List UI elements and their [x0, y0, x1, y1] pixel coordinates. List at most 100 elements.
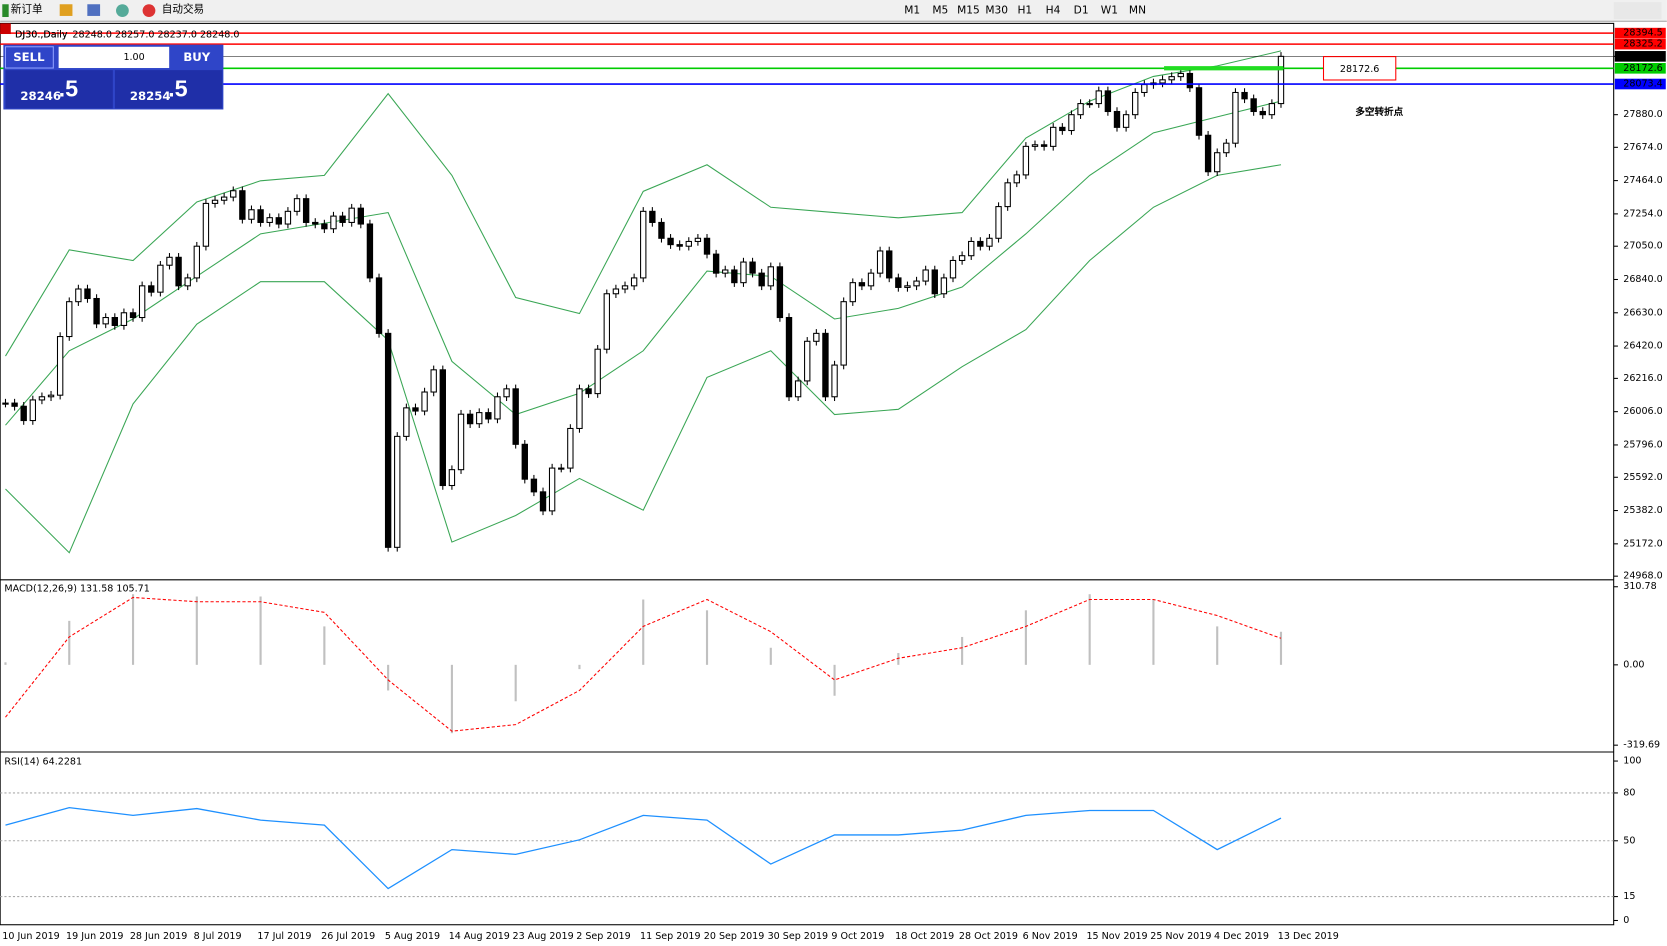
candle — [1141, 84, 1148, 94]
buy-box[interactable] — [114, 70, 223, 109]
candle — [120, 312, 128, 326]
x-tick-label: 4 Dec 2019 — [1214, 931, 1269, 942]
candle — [740, 261, 747, 284]
sell-button[interactable] — [4, 46, 54, 69]
lots-input[interactable] — [58, 46, 170, 69]
candle — [412, 407, 419, 412]
candle — [968, 240, 975, 257]
sell-box[interactable] — [5, 70, 113, 109]
macd-bar — [195, 596, 198, 665]
candle — [239, 190, 246, 220]
panel-title: DJ30.,Daily — [15, 30, 68, 41]
y-tick-label: 25382.0 — [1623, 505, 1662, 516]
macd-bar — [769, 647, 772, 665]
candle — [166, 256, 173, 266]
candle — [202, 202, 210, 247]
y-tick-label: 27674.0 — [1623, 142, 1662, 153]
panel-title: MACD(12,26,9) 131.58 105.71 — [4, 583, 149, 594]
icon — [116, 4, 129, 18]
candle — [1214, 152, 1221, 173]
y-tick-label: 15 — [1623, 891, 1635, 902]
x-tick-label: 10 Jun 2019 — [2, 931, 59, 942]
plot: 10 Jun 2019 19 Jun 2019 28 Jun 2019 8 Jul 2… — [0, 28, 1666, 942]
candle — [986, 237, 993, 247]
auto-trade-button[interactable]: 自动交易 — [162, 3, 204, 16]
candle — [339, 215, 346, 223]
buy-fraction[interactable]: .5 — [168, 76, 187, 102]
macd-bar — [642, 599, 645, 665]
candle — [1277, 55, 1285, 105]
candle — [1159, 79, 1166, 84]
candle — [1068, 114, 1075, 132]
candle — [175, 256, 182, 287]
candle — [312, 221, 319, 225]
sell-price[interactable]: 28246 — [20, 89, 61, 103]
candle — [712, 253, 720, 274]
timeframe-button[interactable]: D1 — [1074, 4, 1089, 17]
y-tick-label: 27050.0 — [1623, 241, 1662, 252]
x-tick-label: 15 Nov 2019 — [1086, 931, 1147, 942]
x-tick-label: 30 Sep 2019 — [768, 931, 829, 942]
candle — [594, 348, 601, 395]
candle — [1168, 76, 1175, 81]
candle — [1040, 144, 1048, 147]
timeframe-button[interactable]: W1 — [1101, 4, 1118, 17]
candle — [940, 277, 948, 295]
timeframe-button[interactable]: H4 — [1046, 4, 1061, 17]
candle — [904, 285, 911, 288]
icon — [0, 23, 11, 35]
candle — [1031, 144, 1039, 147]
candle — [1259, 110, 1266, 116]
candle — [503, 388, 510, 398]
price-label-bg — [1614, 38, 1666, 50]
candle — [785, 316, 793, 398]
y-tick-label: 26420.0 — [1623, 341, 1662, 352]
macd-bar — [514, 664, 517, 702]
candle — [184, 277, 191, 287]
y-tick-label: 50 — [1623, 835, 1635, 846]
timeframe-button[interactable]: M1 — [904, 4, 920, 17]
candle — [977, 240, 984, 247]
timeframe-button[interactable]: MN — [1129, 4, 1146, 17]
new-order-button[interactable]: 新订单 — [11, 3, 43, 16]
lots[interactable]: 1.00 — [123, 52, 144, 63]
timeframe-button[interactable]: M15 — [957, 4, 980, 17]
candle — [913, 280, 920, 287]
candle — [56, 336, 64, 396]
band-line — [5, 164, 1282, 554]
trade-panel: DJ30.,Daily 28248.0 28257.0 28237.0 2824… — [0, 23, 239, 110]
y-tick-label: 25172.0 — [1623, 538, 1662, 549]
y-tick-label: -319.69 — [1623, 740, 1660, 751]
timeframe-button[interactable]: M30 — [985, 4, 1008, 17]
x-tick-label: 19 Jun 2019 — [66, 931, 123, 942]
candle — [794, 380, 802, 398]
buy-price[interactable]: 28254 — [130, 89, 171, 103]
candle — [348, 207, 355, 223]
macd-bar — [259, 596, 262, 665]
candle — [266, 217, 273, 223]
candle — [11, 402, 18, 407]
x-tick-label: 5 Aug 2019 — [385, 931, 440, 942]
buy-label[interactable]: BUY — [183, 50, 210, 64]
x-tick-label: 20 Sep 2019 — [704, 931, 765, 942]
sell-label[interactable]: SELL — [13, 50, 45, 64]
candle — [457, 413, 465, 471]
candle — [29, 399, 37, 422]
x-tick-label: 26 Jul 2019 — [321, 931, 375, 942]
macd-bar — [68, 620, 71, 665]
timeframe-button[interactable]: M5 — [932, 4, 948, 17]
candle — [558, 467, 565, 470]
icon — [87, 4, 101, 16]
x-tick-label: 6 Nov 2019 — [1023, 931, 1078, 942]
candle — [1095, 90, 1102, 105]
sell-fraction[interactable]: .5 — [59, 76, 78, 102]
candle — [466, 413, 474, 425]
timeframe-button[interactable]: H1 — [1017, 4, 1032, 17]
x-tick-label: 18 Oct 2019 — [895, 931, 954, 942]
macd-bar — [961, 636, 964, 665]
candle — [38, 396, 46, 401]
candle — [20, 405, 27, 422]
y-tick-label: 27254.0 — [1623, 208, 1662, 219]
candle — [75, 288, 82, 303]
